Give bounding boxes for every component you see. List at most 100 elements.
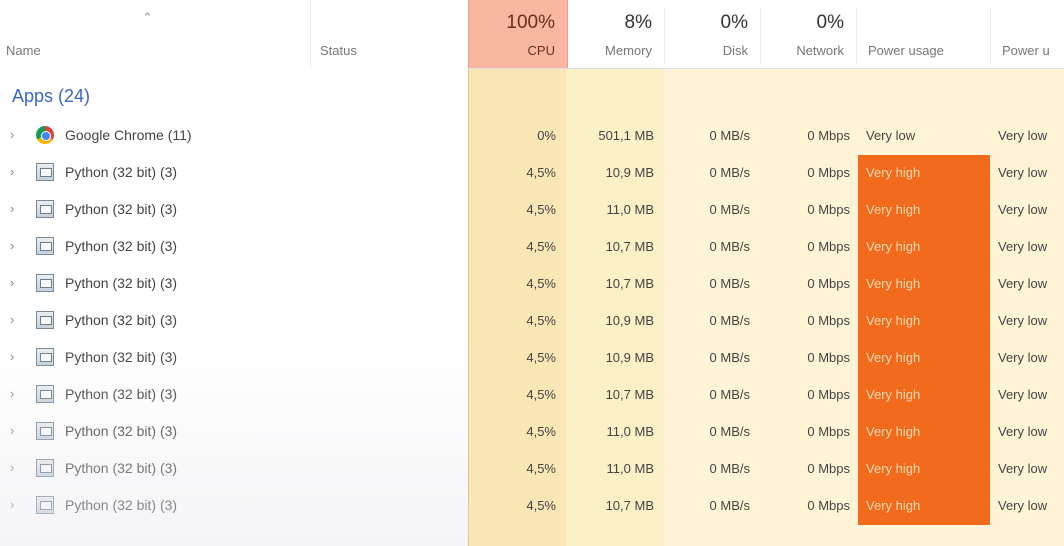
process-memory: 11,0 MB	[606, 424, 654, 439]
process-power-trend: Very low	[998, 165, 1048, 180]
python-app-icon	[36, 459, 54, 477]
power-high-highlight	[858, 155, 990, 192]
expand-chevron-icon[interactable]: ›	[10, 164, 15, 179]
column-header-disk-label: Disk	[722, 43, 748, 58]
process-power-usage: Very high	[866, 498, 921, 513]
process-memory: 10,9 MB	[605, 313, 654, 328]
process-name: Python (32 bit) (3)	[65, 312, 178, 328]
process-memory: 11,0 MB	[606, 202, 654, 217]
process-name: Python (32 bit) (3)	[65, 164, 178, 180]
column-header-power-trend[interactable]: Power u	[990, 0, 1064, 68]
process-name: Python (32 bit) (3)	[65, 386, 178, 402]
table-row[interactable]: › Python (32 bit) (3) 4,5% 10,7 MB 0 MB/s 0 M…	[0, 229, 1064, 266]
column-separator	[664, 8, 665, 64]
process-network: 0 Mbps	[807, 350, 850, 365]
cpu-column-bg	[468, 68, 567, 546]
process-name: Google Chrome (11)	[65, 127, 192, 143]
column-header-status[interactable]: Status	[310, 0, 468, 68]
process-cpu: 0%	[537, 128, 556, 143]
process-network: 0 Mbps	[807, 239, 850, 254]
group-header-apps[interactable]: Apps (24)	[12, 86, 91, 106]
process-name: Python (32 bit) (3)	[65, 460, 178, 476]
table-row[interactable]: › Python (32 bit) (3) 4,5% 10,7 MB 0 MB/s 0 M…	[0, 377, 1064, 414]
power-high-highlight	[858, 488, 990, 525]
table-row[interactable]: › Python (32 bit) (3) 4,5% 10,9 MB 0 MB/s 0 M…	[0, 155, 1064, 192]
sort-caret-icon: ⌃	[142, 10, 153, 25]
process-name: Python (32 bit) (3)	[65, 349, 178, 365]
process-power-trend: Very low	[998, 350, 1048, 365]
table-row[interactable]: › Google Chrome (11) 0% 501,1 MB 0 MB/s 0 Mbp…	[0, 118, 1064, 155]
expand-chevron-icon[interactable]: ›	[10, 460, 15, 475]
process-power-trend: Very low	[998, 461, 1048, 476]
expand-chevron-icon[interactable]: ›	[10, 386, 15, 401]
column-header-cpu-label: CPU	[527, 43, 555, 58]
process-disk: 0 MB/s	[709, 202, 750, 217]
expand-chevron-icon[interactable]: ›	[10, 349, 15, 364]
process-memory: 10,7 MB	[605, 239, 654, 254]
process-power-usage: Very high	[866, 387, 921, 402]
expand-chevron-icon[interactable]: ›	[10, 201, 15, 216]
table-row[interactable]: › Python (32 bit) (3) 4,5% 11,0 MB 0 MB/s 0 M…	[0, 192, 1064, 229]
process-disk: 0 MB/s	[709, 128, 750, 143]
process-memory: 10,7 MB	[605, 498, 654, 513]
column-header-memory-label: Memory	[605, 43, 652, 58]
process-power-usage: Very high	[866, 461, 921, 476]
expand-chevron-icon[interactable]: ›	[10, 127, 15, 142]
column-header-memory[interactable]: 8% Memory	[566, 0, 664, 68]
column-header-name[interactable]: ⌃ Name	[0, 0, 311, 68]
column-header-power-trend-label: Power u	[1002, 43, 1050, 58]
power-high-highlight	[858, 377, 990, 414]
memory-total-percent: 8%	[624, 12, 652, 33]
column-header-power-usage[interactable]: Power usage	[856, 0, 990, 68]
process-disk: 0 MB/s	[709, 424, 750, 439]
process-power-trend: Very low	[998, 239, 1048, 254]
process-network: 0 Mbps	[807, 387, 850, 402]
process-memory: 10,7 MB	[605, 387, 654, 402]
process-network: 0 Mbps	[807, 165, 850, 180]
table-row[interactable]: › Python (32 bit) (3) 4,5% 10,7 MB 0 MB/s 0 M…	[0, 488, 1064, 525]
python-app-icon	[36, 274, 54, 292]
table-row[interactable]: › Python (32 bit) (3) 4,5% 10,9 MB 0 MB/s 0 M…	[0, 340, 1064, 377]
table-row[interactable]: › Python (32 bit) (3) 4,5% 10,9 MB 0 MB/s 0 M…	[0, 303, 1064, 340]
power-high-highlight	[858, 340, 990, 377]
table-row[interactable]: › Python (32 bit) (3) 4,5% 11,0 MB 0 MB/s 0 M…	[0, 451, 1064, 488]
python-app-icon	[36, 496, 54, 514]
column-separator	[856, 8, 857, 64]
python-app-icon	[36, 163, 54, 181]
process-memory: 11,0 MB	[606, 461, 654, 476]
process-disk: 0 MB/s	[709, 165, 750, 180]
power-trend-column-bg	[990, 68, 1064, 546]
expand-chevron-icon[interactable]: ›	[10, 238, 15, 253]
expand-chevron-icon[interactable]: ›	[10, 497, 15, 512]
expand-chevron-icon[interactable]: ›	[10, 423, 15, 438]
process-power-trend: Very low	[998, 424, 1048, 439]
power-high-highlight	[858, 451, 990, 488]
expand-chevron-icon[interactable]: ›	[10, 312, 15, 327]
table-row[interactable]: › Python (32 bit) (3) 4,5% 10,7 MB 0 MB/s 0 M…	[0, 266, 1064, 303]
process-power-trend: Very low	[998, 313, 1048, 328]
column-header-network[interactable]: 0% Network	[760, 0, 856, 68]
column-separator	[990, 8, 991, 64]
process-memory: 10,7 MB	[605, 276, 654, 291]
cpu-total-percent: 100%	[506, 12, 555, 33]
column-header-disk[interactable]: 0% Disk	[664, 0, 760, 68]
process-disk: 0 MB/s	[709, 498, 750, 513]
process-network: 0 Mbps	[807, 313, 850, 328]
process-cpu: 4,5%	[526, 498, 556, 513]
column-header-cpu[interactable]: 100% CPU	[468, 0, 568, 68]
python-app-icon	[36, 311, 54, 329]
expand-chevron-icon[interactable]: ›	[10, 275, 15, 290]
process-network: 0 Mbps	[807, 276, 850, 291]
table-row[interactable]: › Python (32 bit) (3) 4,5% 11,0 MB 0 MB/s 0 M…	[0, 414, 1064, 451]
process-power-usage: Very low	[866, 128, 916, 143]
group-header-band	[0, 68, 468, 118]
process-power-usage: Very high	[866, 350, 921, 365]
process-power-trend: Very low	[998, 202, 1048, 217]
process-network: 0 Mbps	[807, 128, 850, 143]
process-power-usage: Very high	[866, 202, 921, 217]
python-app-icon	[36, 385, 54, 403]
column-header-network-label: Network	[796, 43, 844, 58]
disk-column-bg	[664, 68, 760, 546]
process-network: 0 Mbps	[807, 461, 850, 476]
process-cpu: 4,5%	[526, 202, 556, 217]
